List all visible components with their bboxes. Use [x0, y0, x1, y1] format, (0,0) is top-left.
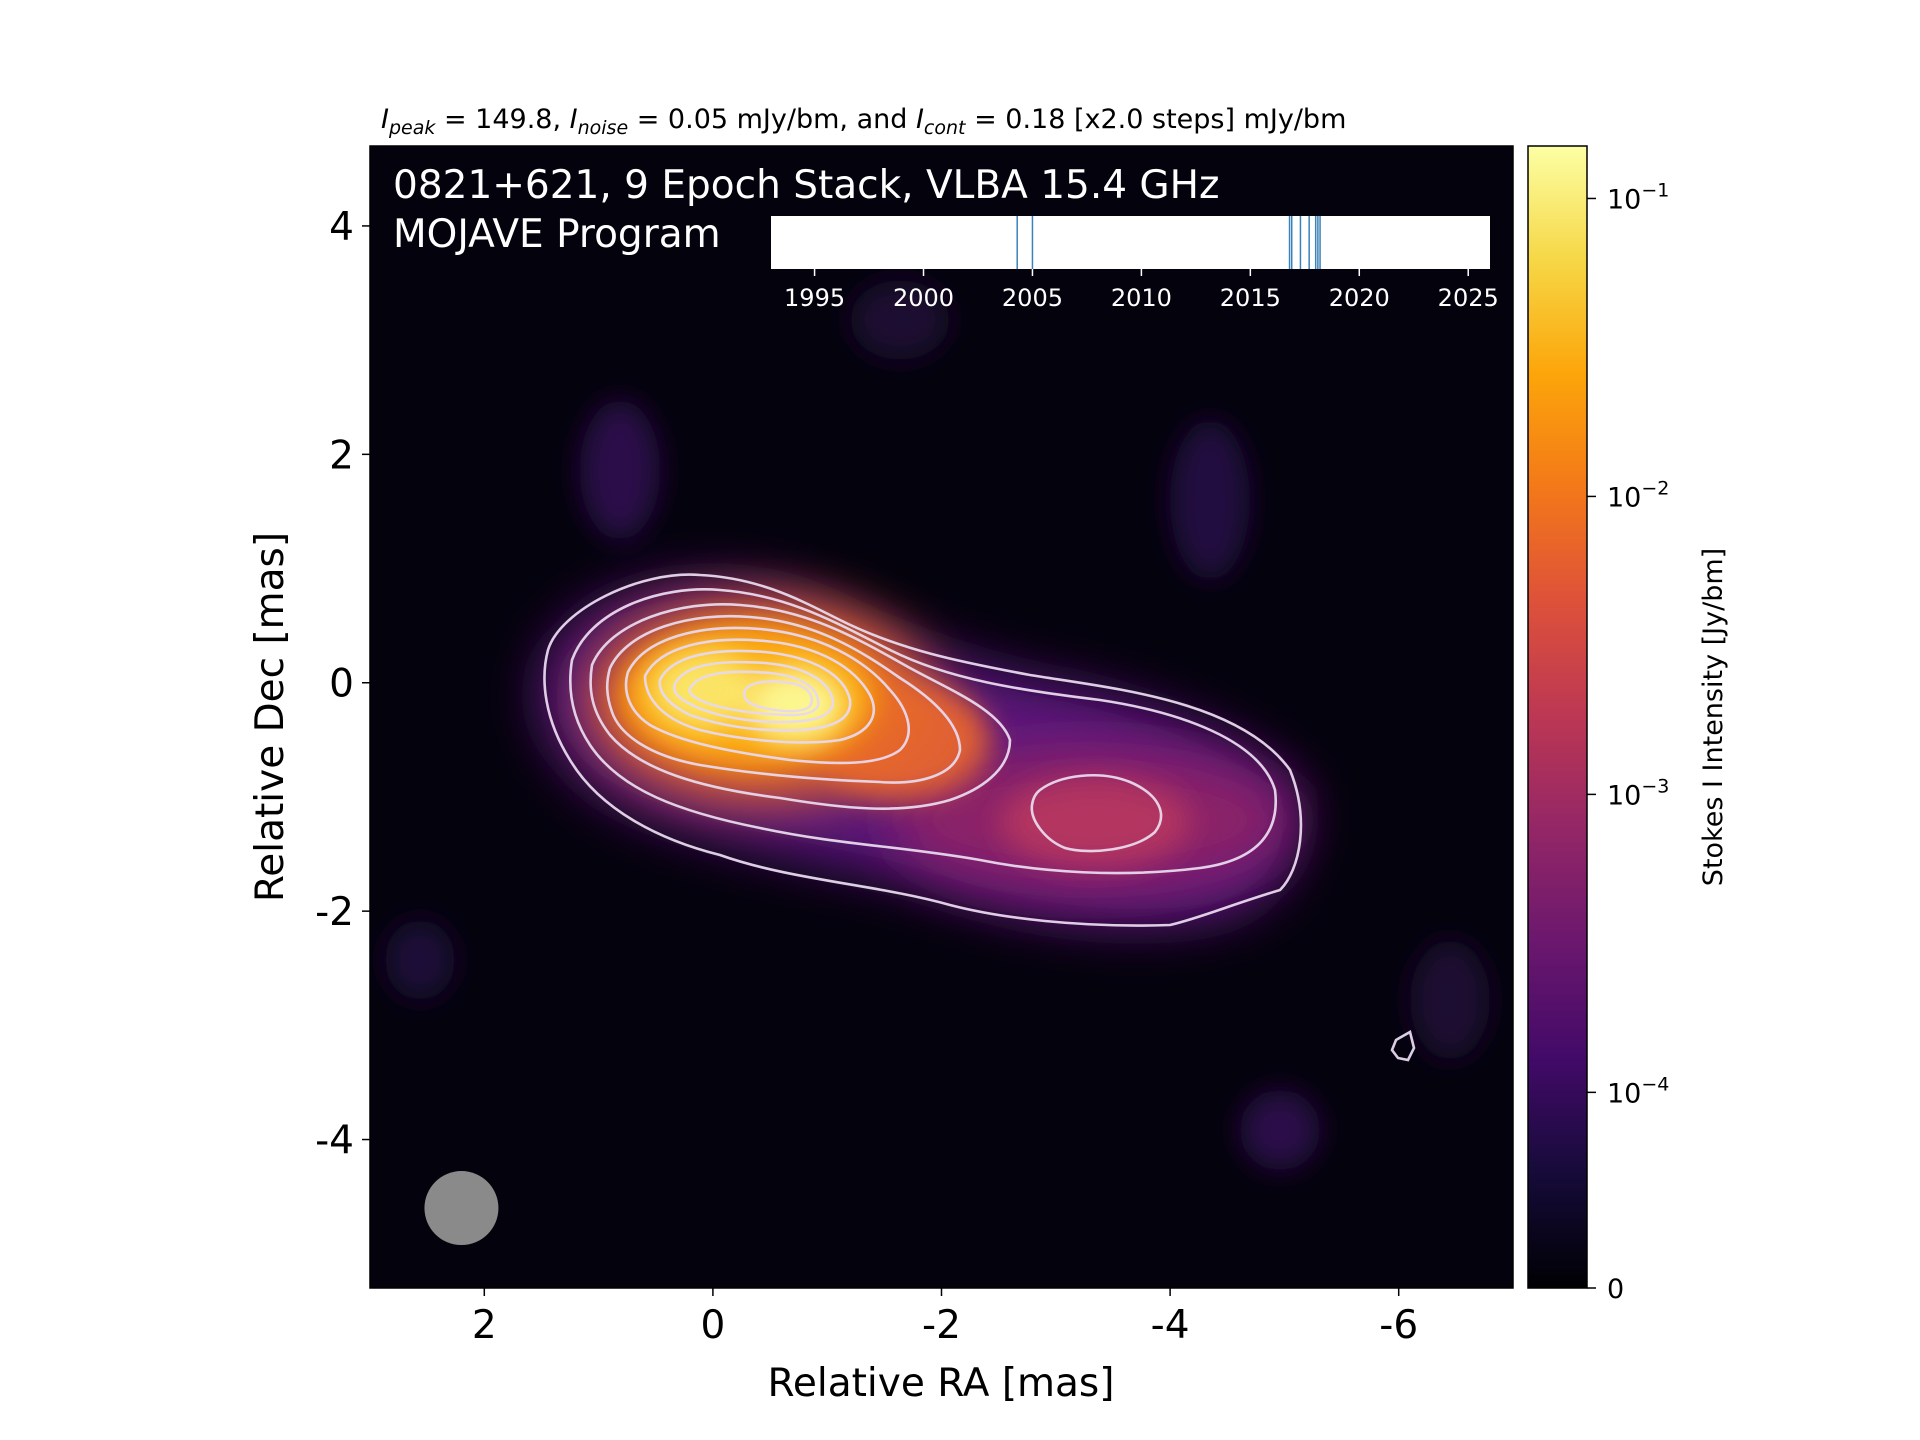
contour-level [742, 680, 814, 713]
emission-layer [385, 280, 1490, 1170]
x-tick-label: -6 [1379, 1303, 1418, 1348]
x-tick-label: -2 [922, 1303, 961, 1348]
x-tick-label: -4 [1151, 1303, 1190, 1348]
contour-level [543, 573, 1303, 927]
timeline-epochs [1016, 216, 1321, 269]
timeline-tick-label: 2010 [1111, 284, 1172, 312]
contour-level [624, 626, 910, 765]
timeline-tick-label: 2005 [1002, 284, 1063, 312]
core-peak-b [745, 667, 845, 743]
colorbar-tick-label: 10−3 [1607, 775, 1669, 811]
image-title-line1: 0821+621, 9 Epoch Stack, VLBA 15.4 GHz [393, 163, 1219, 208]
contour-level [569, 588, 1278, 875]
noise-patch [850, 280, 950, 360]
noise-patch [385, 920, 455, 1000]
y-axis: 4 2 0 -2 -4 [315, 205, 370, 1164]
timeline-tick-label: 2015 [1220, 284, 1281, 312]
x-tick-label: 0 [700, 1303, 725, 1348]
epoch-timeline: 1995 2000 2005 2010 2015 2020 2025 [771, 216, 1499, 312]
y-tick-label: 4 [329, 205, 354, 250]
contour-level [589, 603, 1012, 810]
colorbar-gradient [1527, 145, 1588, 1289]
noise-patch [580, 400, 660, 540]
noise-patch [1410, 940, 1490, 1060]
colorbar-tick-label: 10−2 [1607, 477, 1669, 513]
contour-level [643, 638, 876, 744]
x-axis: 2 0 -2 -4 -6 [472, 1288, 1418, 1348]
timeline-tick-label: 2025 [1438, 284, 1499, 312]
colorbar-tick-label: 0 [1607, 1274, 1624, 1305]
y-axis-label: Relative Dec [mas] [248, 532, 293, 902]
timeline-ticks: 1995 2000 2005 2010 2015 2020 2025 [784, 269, 1499, 312]
timeline-tick-label: 2000 [893, 284, 954, 312]
contours [543, 573, 1416, 1062]
colorbar-label: Stokes I Intensity [Jy/bm] [1698, 548, 1729, 886]
x-axis-label: Relative RA [mas] [768, 1361, 1115, 1406]
colorbar-tick-label: 10−4 [1607, 1073, 1669, 1109]
timeline-box [771, 216, 1490, 269]
contour-level [688, 670, 820, 717]
contour-level [1030, 774, 1163, 853]
jet-component-glow [1000, 777, 1190, 867]
image-panel: 0821+621, 9 Epoch Stack, VLBA 15.4 GHz M… [369, 145, 1514, 1289]
contour-level [1390, 1030, 1416, 1062]
timeline-tick-label: 2020 [1329, 284, 1390, 312]
header-line: Ipeak = 149.8, Inoise = 0.05 mJy/bm, and… [381, 104, 1346, 139]
contour-level [672, 660, 835, 724]
timeline-tick-label: 1995 [784, 284, 845, 312]
y-tick-label: 2 [329, 433, 354, 478]
contour-level [605, 614, 962, 784]
noise-patch [1170, 420, 1250, 580]
x-tick-label: 2 [472, 1303, 497, 1348]
colorbar-ticks: 10−1 10−2 10−3 10−4 0 [1587, 179, 1669, 1305]
image-title-line2: MOJAVE Program [393, 212, 721, 257]
colorbar-tick-label: 10−1 [1607, 179, 1669, 215]
y-tick-label: -4 [315, 1119, 354, 1164]
beam-ellipse [424, 1171, 499, 1246]
contour-level [658, 649, 852, 732]
y-tick-label: 0 [329, 662, 354, 707]
y-tick-label: -2 [315, 890, 354, 935]
colorbar: 10−1 10−2 10−3 10−4 0 Stokes I Intensity [Jy… [1527, 145, 1729, 1305]
noise-patch [1240, 1090, 1320, 1170]
